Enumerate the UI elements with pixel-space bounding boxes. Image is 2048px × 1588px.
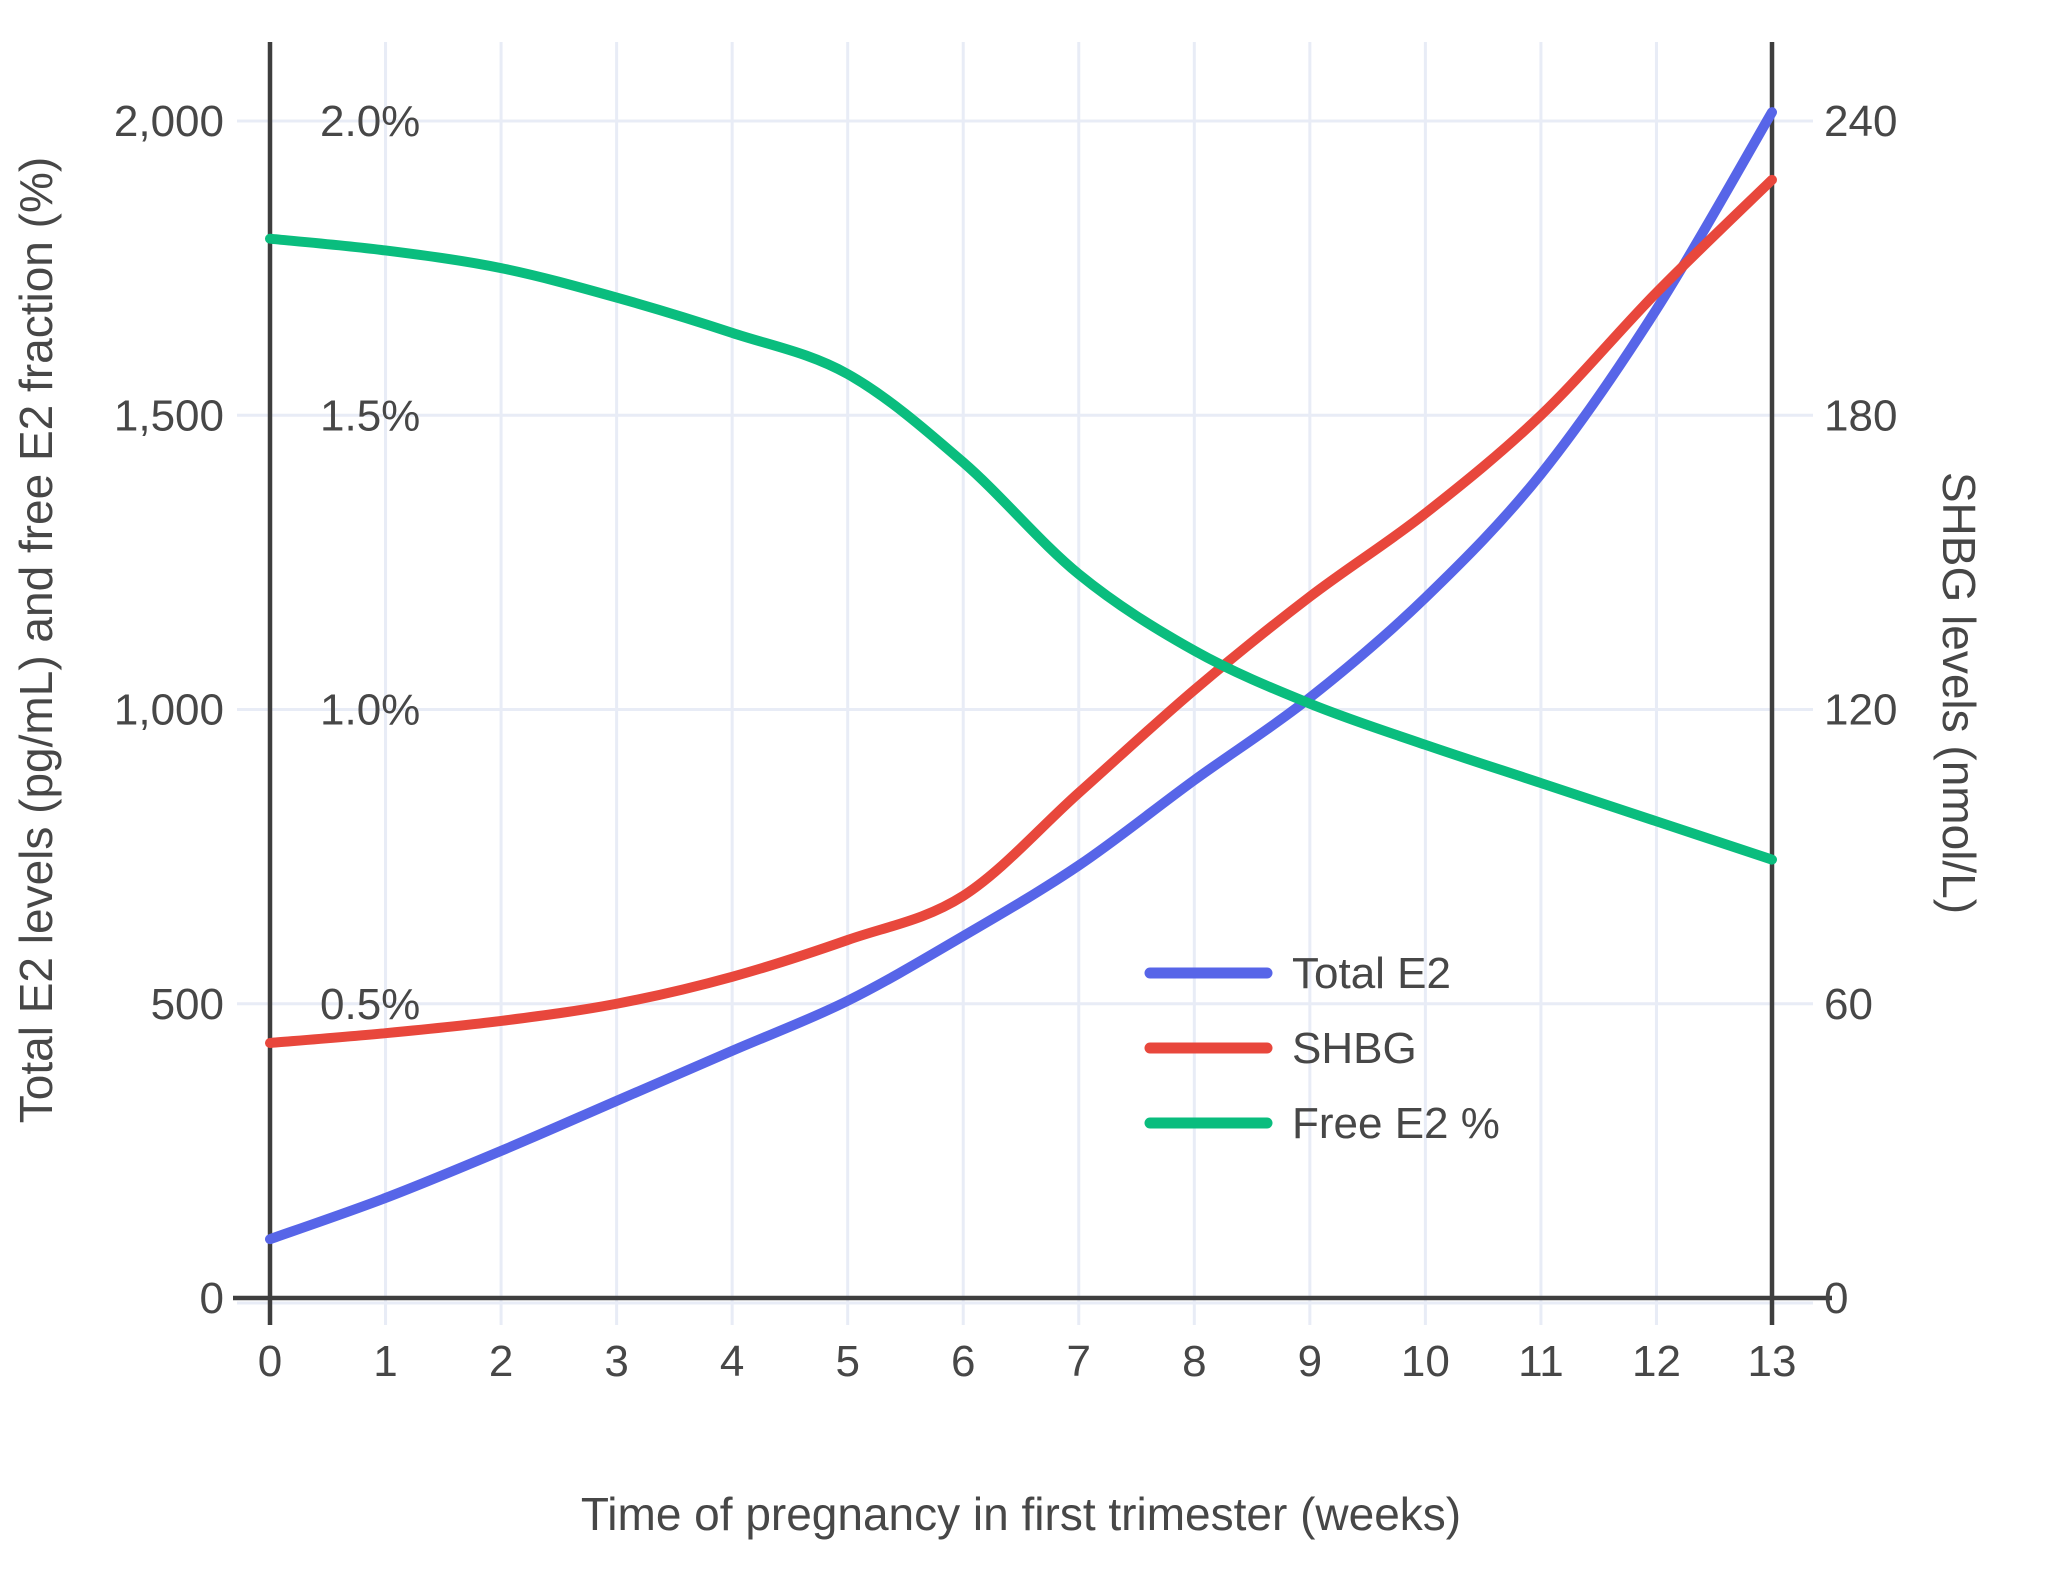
x-tick-label: 9 [1298, 1337, 1322, 1386]
x-tick-label: 2 [489, 1337, 513, 1386]
x-tick-label: 13 [1748, 1337, 1797, 1386]
y-right-tick-label: 60 [1824, 980, 1873, 1029]
y-right-tick-label: 0 [1824, 1274, 1848, 1323]
gridlines [237, 42, 1813, 1325]
y-axis-title-left: Total E2 levels (pg/mL) and free E2 frac… [10, 157, 62, 1123]
free-e2-inline-labels: 2.0% 1.5% 1.0% 0.5% [320, 97, 420, 1029]
x-tick-label: 4 [720, 1337, 744, 1386]
total-e2-line [265, 107, 1777, 1245]
y-left-tick-label: 1,000 [114, 686, 224, 735]
y-left-tick-label: 500 [151, 980, 224, 1029]
x-tick-label: 8 [1182, 1337, 1206, 1386]
x-tick-label: 3 [604, 1337, 628, 1386]
x-axis-title: Time of pregnancy in first trimester (we… [581, 1488, 1461, 1540]
legend-label-shbg: SHBG [1292, 1024, 1417, 1073]
axes [233, 42, 1832, 1325]
legend: Total E2 SHBG Free E2 % [1144, 949, 1500, 1148]
x-tick-label: 5 [835, 1337, 859, 1386]
free-e2-pct-label: 1.0% [320, 686, 420, 735]
legend-label-total-e2: Total E2 [1292, 949, 1451, 998]
x-tick-label: 1 [373, 1337, 397, 1386]
y-left-tick-label: 0 [200, 1274, 224, 1323]
y-left-tick-label: 1,500 [114, 391, 224, 440]
y-right-tick-label: 240 [1824, 97, 1897, 146]
y-axis-title-right: SHBG levels (nmol/L) [1933, 472, 1985, 914]
x-tick-label: 12 [1632, 1337, 1681, 1386]
free-e2-pct-label: 2.0% [320, 97, 420, 146]
legend-item-free-e2: Free E2 % [1144, 1099, 1500, 1148]
legend-label-free-e2: Free E2 % [1292, 1099, 1500, 1148]
legend-item-shbg: SHBG [1144, 1024, 1417, 1073]
x-tick-label: 7 [1067, 1337, 1091, 1386]
free-e2-pct-label: 0.5% [320, 980, 420, 1029]
x-tick-label: 0 [258, 1337, 282, 1386]
y-left-tick-label: 2,000 [114, 97, 224, 146]
legend-item-total-e2: Total E2 [1144, 949, 1451, 998]
curves [265, 107, 1777, 1245]
x-tick-label: 11 [1518, 1337, 1564, 1386]
free-e2-pct-label: 1.5% [320, 391, 420, 440]
free-e2-line [265, 233, 1777, 865]
x-tick-label: 6 [951, 1337, 975, 1386]
shbg-line [265, 174, 1777, 1048]
x-tick-label: 10 [1401, 1337, 1450, 1386]
y-right-tick-label: 120 [1824, 686, 1897, 735]
y-right-tick-label: 180 [1824, 391, 1897, 440]
